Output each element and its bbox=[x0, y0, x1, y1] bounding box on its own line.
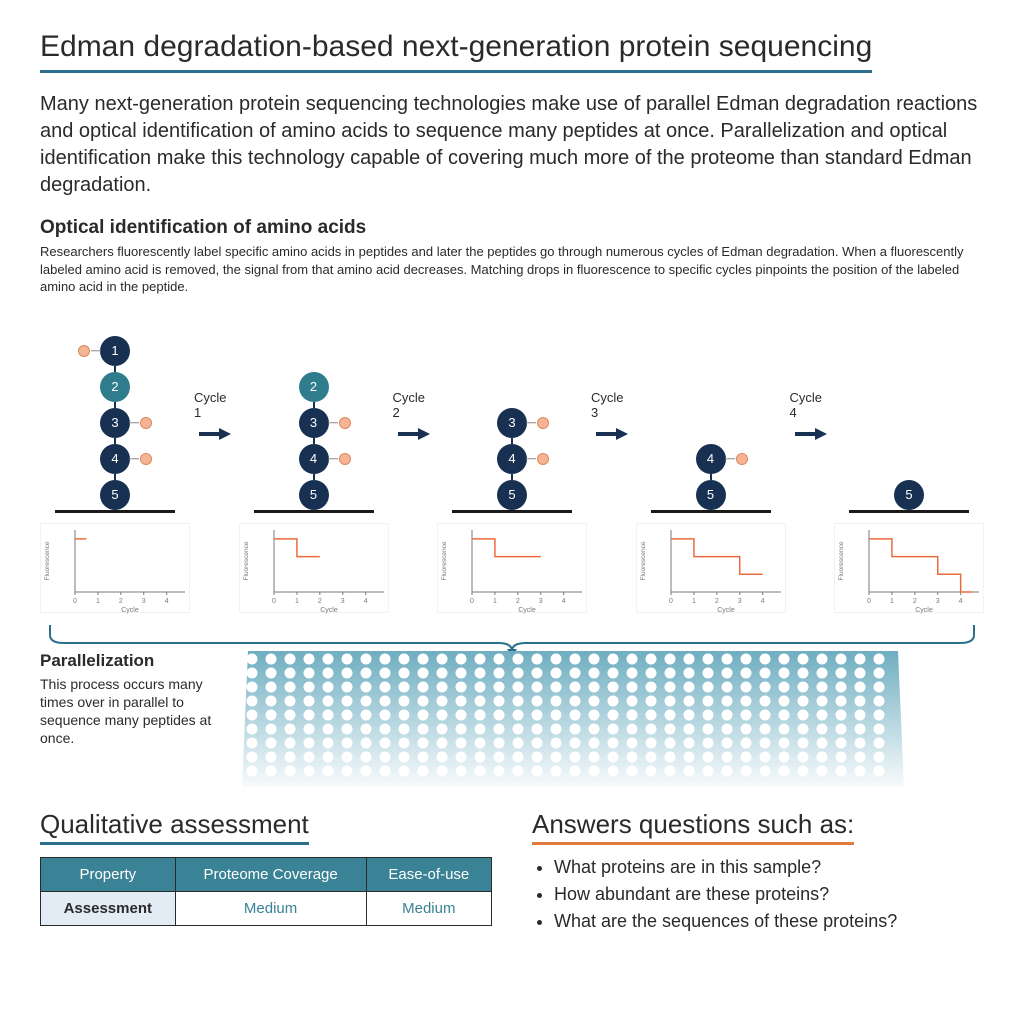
well-plate bbox=[240, 651, 984, 787]
fluorescent-tag bbox=[140, 417, 152, 429]
cycle-arrow: Cycle 2 bbox=[393, 390, 434, 442]
fluorescence-chart: Fluorescence 0 1 2 3 4 Cycle bbox=[834, 523, 984, 613]
residue: 4 bbox=[100, 444, 130, 474]
svg-text:1: 1 bbox=[493, 598, 497, 605]
cycle-arrow: Cycle 1 bbox=[194, 390, 235, 442]
svg-text:Fluorescence: Fluorescence bbox=[44, 541, 51, 580]
svg-text:0: 0 bbox=[867, 598, 871, 605]
residue: 5 bbox=[894, 480, 924, 510]
svg-text:Cycle: Cycle bbox=[717, 607, 735, 614]
svg-text:Fluorescence: Fluorescence bbox=[441, 541, 448, 580]
svg-text:Cycle: Cycle bbox=[320, 607, 338, 614]
fluorescent-tag bbox=[339, 417, 351, 429]
cycle-arrow: Cycle 3 bbox=[591, 390, 632, 442]
qa-title: Qualitative assessment bbox=[40, 809, 309, 845]
fluorescent-tag bbox=[339, 453, 351, 465]
fluorescent-tag bbox=[537, 453, 549, 465]
residue: 4 bbox=[497, 444, 527, 474]
residue: 5 bbox=[497, 480, 527, 510]
fluorescence-chart: Fluorescence 0 1 2 3 4 Cycle bbox=[40, 523, 190, 613]
svg-text:1: 1 bbox=[294, 598, 298, 605]
residue: 4 bbox=[696, 444, 726, 474]
svg-text:2: 2 bbox=[913, 598, 917, 605]
svg-text:0: 0 bbox=[669, 598, 673, 605]
fluorescent-tag bbox=[736, 453, 748, 465]
svg-text:3: 3 bbox=[737, 598, 741, 605]
question-item: What proteins are in this sample? bbox=[554, 857, 984, 878]
parallel-section: Parallelization This process occurs many… bbox=[40, 651, 984, 787]
fluorescent-tag bbox=[140, 453, 152, 465]
cycles-diagram: 1 2 3 4 5 Fluorescence 0 1 2 3 4 Cycle Cycle 1 2 3 4 5 Fl… bbox=[40, 310, 984, 613]
svg-text:3: 3 bbox=[142, 598, 146, 605]
qualitative-assessment: Qualitative assessment PropertyProteome … bbox=[40, 809, 492, 938]
residue: 3 bbox=[497, 408, 527, 438]
page-title: Edman degradation-based next-generation … bbox=[40, 30, 872, 73]
cycle-column: 1 2 3 4 5 Fluorescence 0 1 2 3 4 Cycle bbox=[40, 310, 190, 613]
cycle-column: 3 4 5 Fluorescence 0 1 2 3 4 Cycle bbox=[437, 310, 587, 613]
fluorescence-chart: Fluorescence 0 1 2 3 4 Cycle bbox=[239, 523, 389, 613]
residue: 3 bbox=[299, 408, 329, 438]
residue: 5 bbox=[299, 480, 329, 510]
svg-text:2: 2 bbox=[119, 598, 123, 605]
svg-text:4: 4 bbox=[959, 598, 963, 605]
cycle-column: 2 3 4 5 Fluorescence 0 1 2 3 4 Cycle bbox=[239, 310, 389, 613]
residue: 3 bbox=[100, 408, 130, 438]
parallel-desc: This process occurs many times over in p… bbox=[40, 675, 220, 748]
svg-text:4: 4 bbox=[562, 598, 566, 605]
svg-text:4: 4 bbox=[363, 598, 367, 605]
residue: 2 bbox=[100, 372, 130, 402]
fluorescent-tag bbox=[537, 417, 549, 429]
optical-desc: Researchers fluorescently label specific… bbox=[40, 243, 984, 296]
svg-text:3: 3 bbox=[340, 598, 344, 605]
question-item: How abundant are these proteins? bbox=[554, 884, 984, 905]
svg-text:3: 3 bbox=[936, 598, 940, 605]
questions-title: Answers questions such as: bbox=[532, 809, 854, 845]
cycle-column: 5 Fluorescence 0 1 2 3 4 Cycle bbox=[834, 310, 984, 613]
residue: 1 bbox=[100, 336, 130, 366]
svg-text:1: 1 bbox=[691, 598, 695, 605]
svg-text:0: 0 bbox=[73, 598, 77, 605]
svg-text:4: 4 bbox=[760, 598, 764, 605]
svg-text:Cycle: Cycle bbox=[915, 607, 933, 614]
svg-text:0: 0 bbox=[470, 598, 474, 605]
questions-section: Answers questions such as: What proteins… bbox=[532, 809, 984, 938]
cycle-column: 4 5 Fluorescence 0 1 2 3 4 Cycle bbox=[636, 310, 786, 613]
cycle-arrow: Cycle 4 bbox=[790, 390, 831, 442]
fluorescence-chart: Fluorescence 0 1 2 3 4 Cycle bbox=[437, 523, 587, 613]
fluorescent-tag bbox=[78, 345, 90, 357]
svg-text:Cycle: Cycle bbox=[121, 607, 139, 614]
svg-text:2: 2 bbox=[714, 598, 718, 605]
svg-text:2: 2 bbox=[317, 598, 321, 605]
svg-text:0: 0 bbox=[272, 598, 276, 605]
parallel-heading: Parallelization bbox=[40, 651, 220, 671]
qa-table: PropertyProteome CoverageEase-of-useAsse… bbox=[40, 857, 492, 926]
residue: 5 bbox=[696, 480, 726, 510]
svg-text:Fluorescence: Fluorescence bbox=[243, 541, 250, 580]
svg-text:2: 2 bbox=[516, 598, 520, 605]
intro-text: Many next-generation protein sequencing … bbox=[40, 91, 984, 199]
residue: 2 bbox=[299, 372, 329, 402]
svg-text:3: 3 bbox=[539, 598, 543, 605]
residue: 4 bbox=[299, 444, 329, 474]
fluorescence-chart: Fluorescence 0 1 2 3 4 Cycle bbox=[636, 523, 786, 613]
svg-text:1: 1 bbox=[890, 598, 894, 605]
residue: 5 bbox=[100, 480, 130, 510]
optical-heading: Optical identification of amino acids bbox=[40, 217, 984, 239]
svg-text:1: 1 bbox=[96, 598, 100, 605]
questions-list: What proteins are in this sample? How abu… bbox=[532, 857, 984, 932]
svg-text:Fluorescence: Fluorescence bbox=[838, 541, 845, 580]
svg-text:Cycle: Cycle bbox=[518, 607, 536, 614]
svg-text:4: 4 bbox=[165, 598, 169, 605]
question-item: What are the sequences of these proteins… bbox=[554, 911, 984, 932]
svg-text:Fluorescence: Fluorescence bbox=[640, 541, 647, 580]
